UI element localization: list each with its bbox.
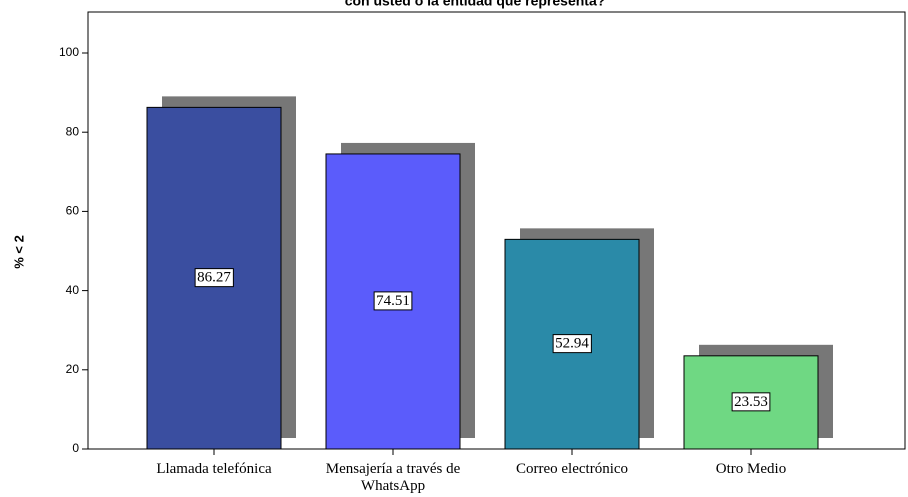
x-tick-label-box: Otro Medio [715,461,787,477]
x-tick-label: Mensajería a través de WhatsApp [325,461,461,494]
value-label: 74.51 [376,293,410,309]
x-tick-label: Otro Medio [715,461,787,477]
value-label-box [373,291,413,311]
y-tick-label: 60 [66,204,80,218]
y-tick-label: 100 [59,45,79,59]
x-tick-label-box: Llamada telefónica [156,461,272,477]
y-tick-label: 40 [66,283,80,297]
y-axis-label: % < 2 [11,235,26,269]
value-label: 52.94 [555,336,589,352]
y-tick-label: 0 [72,441,79,455]
x-tick-label-box: Mensajería a través de WhatsApp [325,461,461,494]
chart-title: con usted o la entidad que representa? [345,0,606,9]
value-label: 86.27 [197,270,231,286]
x-tick-label: Llamada telefónica [156,461,272,477]
bar [683,355,819,450]
value-label-box [194,268,234,288]
value-label: 23.53 [734,394,768,410]
value-label-box [731,392,771,412]
x-tick-label: Correo electrónico [515,461,629,477]
y-tick-label: 20 [66,362,80,376]
value-label-box [552,334,592,354]
y-tick-label: 80 [66,124,80,138]
x-tick-label-box: Correo electrónico [515,461,629,477]
